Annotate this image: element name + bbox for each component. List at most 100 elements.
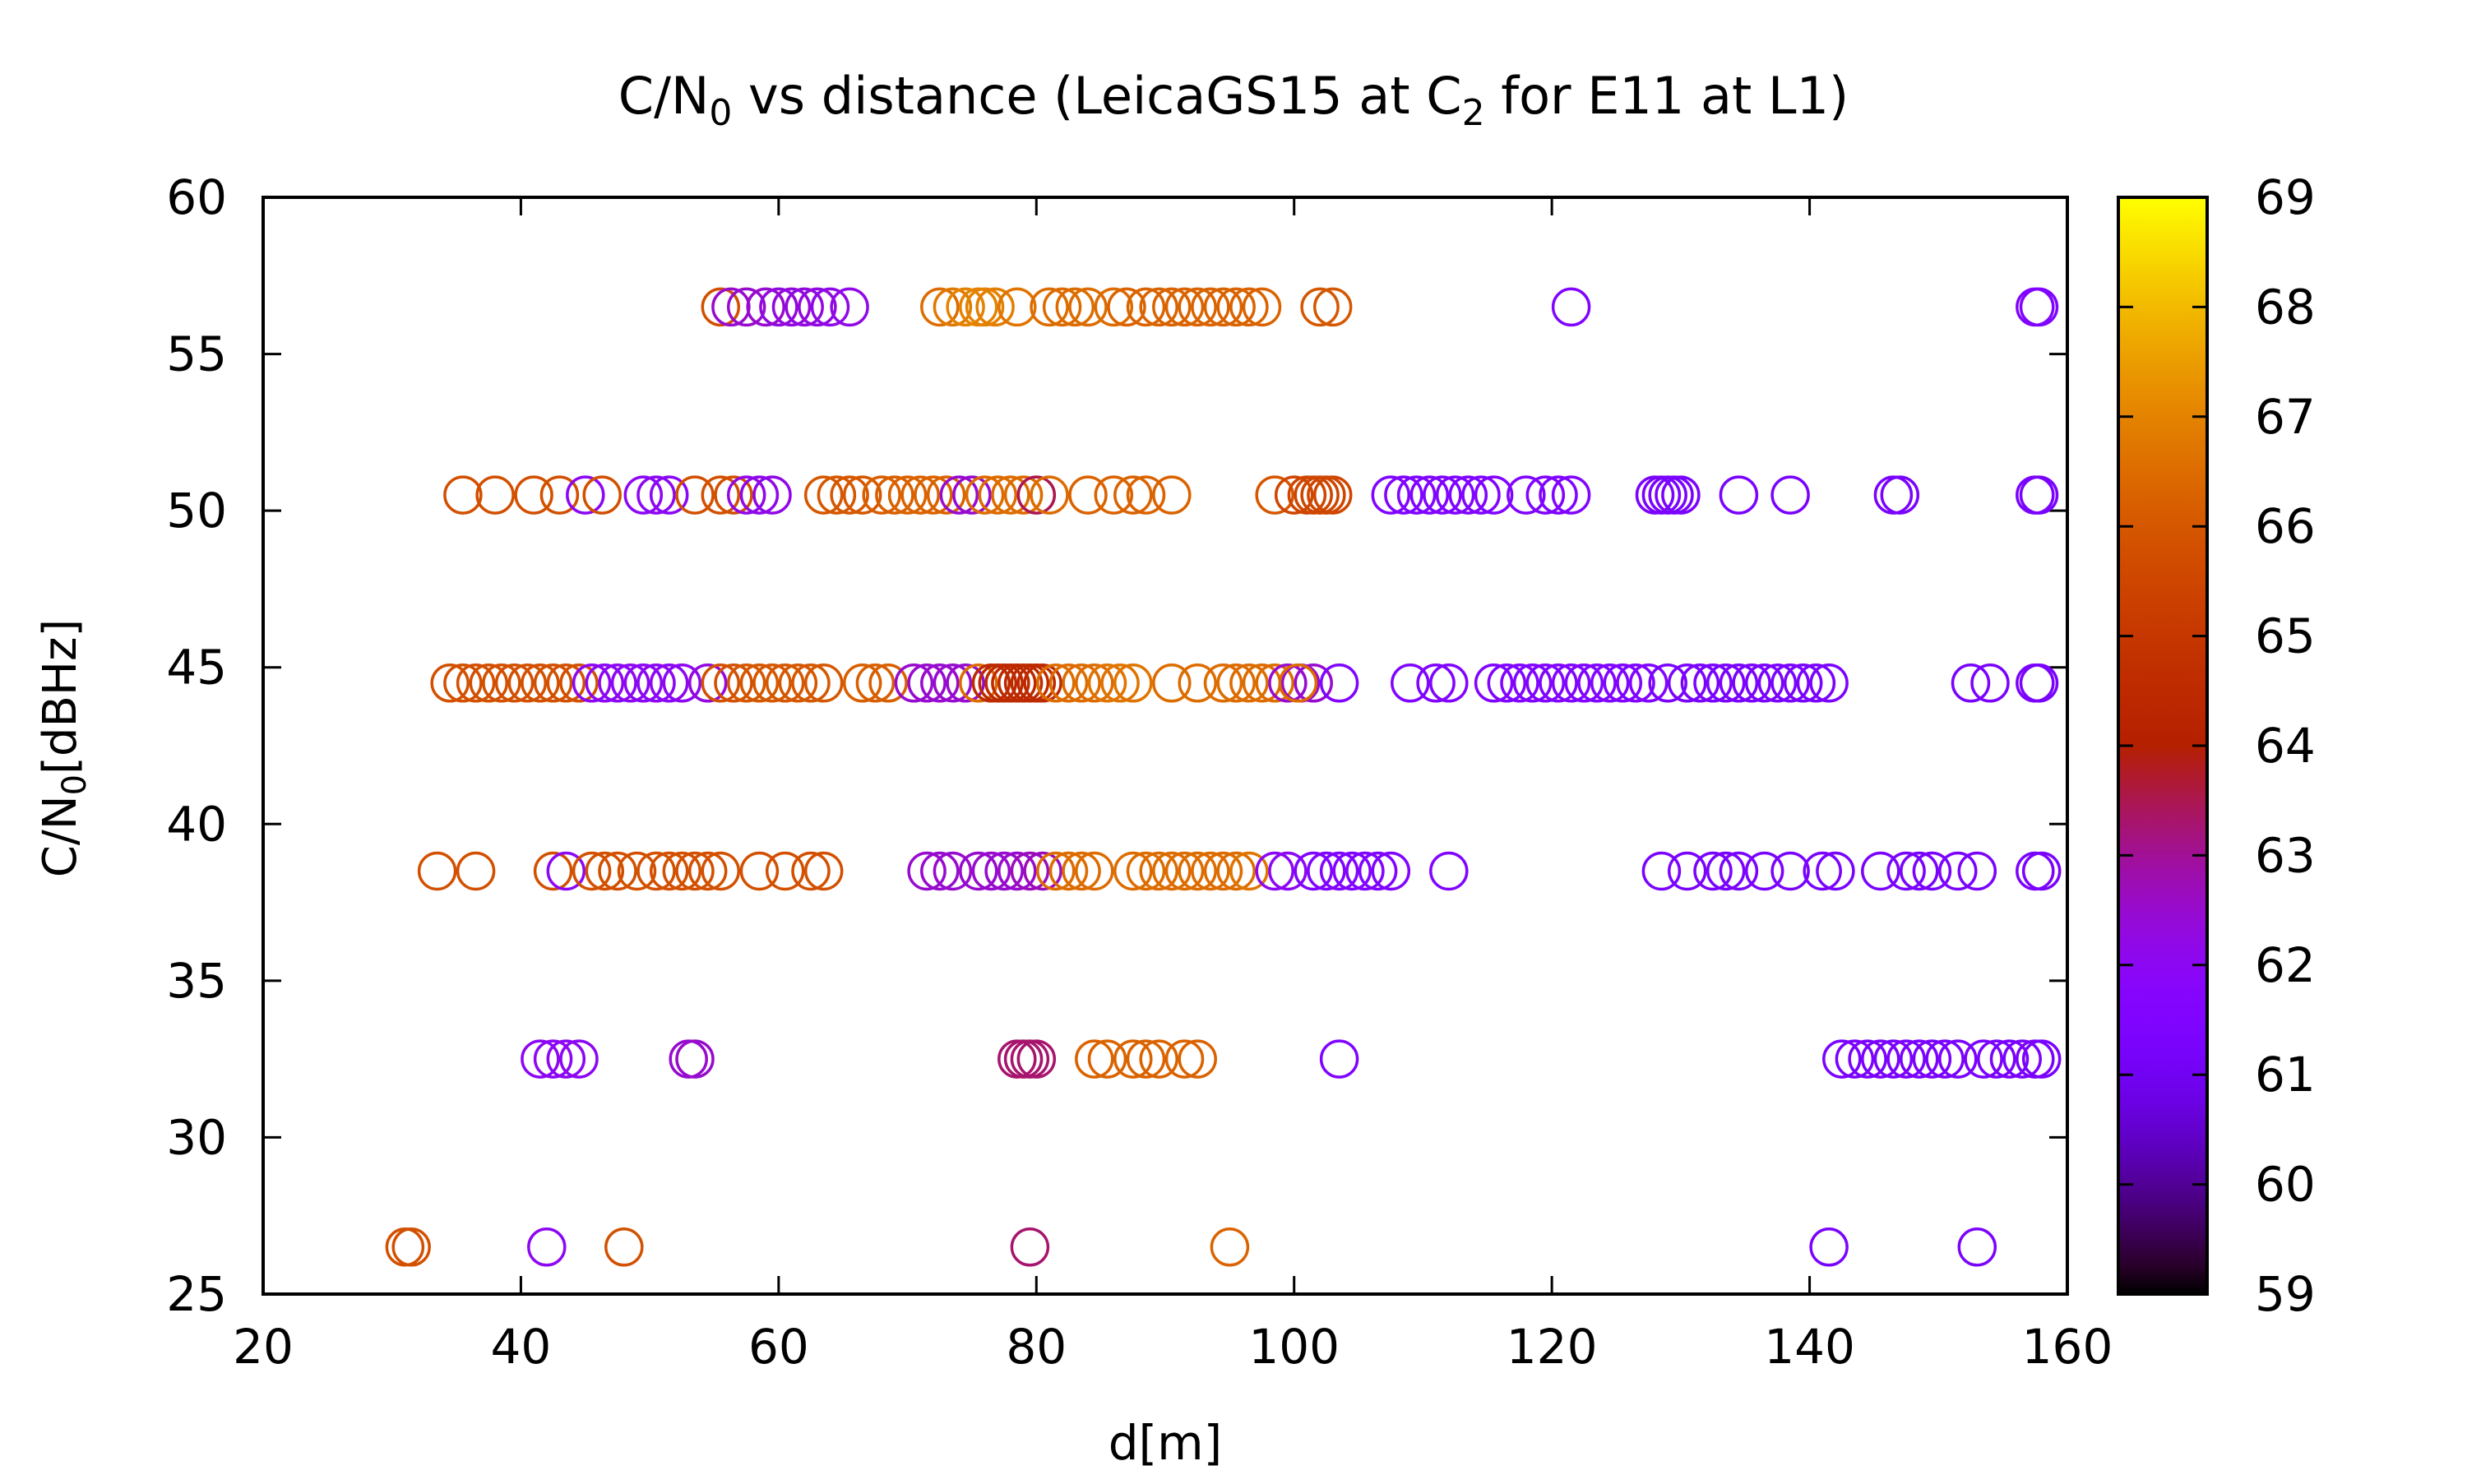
- data-point: [1719, 663, 1759, 703]
- data-point: [1312, 287, 1353, 327]
- data-point: [2021, 1039, 2062, 1079]
- data-point: [1693, 663, 1733, 703]
- data-point: [1912, 851, 1952, 891]
- x-axis-label: d[m]: [1109, 1415, 1223, 1471]
- data-point: [521, 663, 560, 703]
- data-point: [1512, 663, 1553, 703]
- x-tick-label: 140: [1764, 1319, 1855, 1375]
- data-point: [907, 663, 947, 703]
- data-point: [1300, 287, 1340, 327]
- data-point: [2019, 663, 2059, 703]
- data-point: [649, 663, 689, 703]
- data-point: [1126, 287, 1166, 327]
- data-point: [1396, 475, 1437, 515]
- data-point: [765, 663, 805, 703]
- data-point: [1667, 851, 1707, 891]
- data-point: [1042, 287, 1082, 327]
- data-point: [1278, 663, 1318, 703]
- data-point: [527, 1227, 567, 1267]
- data-point: [1016, 475, 1057, 515]
- data-point: [726, 663, 766, 703]
- data-point: [1294, 851, 1333, 891]
- data-point: [1010, 851, 1050, 891]
- data-point: [803, 475, 844, 515]
- data-point: [971, 851, 1011, 891]
- data-point: [649, 475, 689, 515]
- data-point: [1312, 475, 1353, 515]
- data-point: [1055, 287, 1095, 327]
- colorbar-tick-label: 65: [2255, 608, 2316, 664]
- data-point: [1957, 1227, 1997, 1267]
- data-point: [456, 851, 496, 891]
- data-point: [636, 851, 676, 891]
- data-point: [701, 663, 741, 703]
- data-point: [1706, 663, 1746, 703]
- data-point: [1474, 663, 1514, 703]
- data-point: [1216, 851, 1256, 891]
- data-point: [443, 663, 483, 703]
- data-point: [1693, 851, 1733, 891]
- data-point: [469, 663, 509, 703]
- data-point: [1023, 851, 1062, 891]
- data-point: [1861, 851, 1900, 891]
- data-point: [675, 475, 715, 515]
- data-point: [894, 663, 934, 703]
- x-tick-label: 120: [1507, 1319, 1598, 1375]
- data-point: [662, 663, 702, 703]
- data-point: [817, 475, 857, 515]
- data-point: [1203, 851, 1243, 891]
- data-point: [675, 851, 715, 891]
- data-point: [430, 663, 470, 703]
- colorbar-tick-label: 66: [2255, 498, 2316, 554]
- data-point: [959, 663, 998, 703]
- data-point: [726, 475, 766, 515]
- colorbar-tick-label: 62: [2255, 937, 2316, 993]
- data-point: [1107, 287, 1146, 327]
- data-point: [559, 1039, 599, 1079]
- data-point: [1307, 851, 1346, 891]
- data-point: [585, 851, 625, 891]
- data-point: [514, 475, 553, 515]
- data-point: [803, 663, 844, 703]
- data-point: [1964, 1039, 2003, 1079]
- data-point: [572, 663, 612, 703]
- data-point: [1900, 851, 1939, 891]
- y-tick-label: 45: [166, 640, 227, 696]
- data-point: [1003, 475, 1044, 515]
- data-point: [2021, 851, 2062, 891]
- data-point: [1075, 1039, 1114, 1079]
- y-tick-label: 40: [166, 796, 227, 852]
- data-point: [739, 851, 780, 891]
- data-point: [1319, 1039, 1359, 1079]
- data-point: [868, 663, 908, 703]
- data-point: [939, 475, 979, 515]
- data-point: [533, 851, 573, 891]
- data-point: [1938, 851, 1978, 891]
- data-point: [1139, 851, 1178, 891]
- data-point: [765, 851, 805, 891]
- data-point: [1416, 663, 1456, 703]
- data-point: [1970, 663, 2010, 703]
- data-point: [920, 287, 960, 327]
- data-point: [1087, 1039, 1127, 1079]
- data-point: [1016, 1039, 1057, 1079]
- data-point: [1126, 1039, 1166, 1079]
- data-point: [887, 475, 928, 515]
- data-point: [714, 663, 753, 703]
- data-point: [1539, 663, 1578, 703]
- data-point: [675, 1039, 715, 1079]
- data-point: [842, 475, 882, 515]
- data-point: [1500, 663, 1539, 703]
- data-point: [1525, 663, 1566, 703]
- data-point: [726, 287, 766, 327]
- data-point: [2016, 475, 2055, 515]
- data-point: [1977, 1039, 2016, 1079]
- data-point: [1152, 475, 1192, 515]
- data-point: [1062, 663, 1101, 703]
- data-point: [959, 851, 998, 891]
- data-point: [1539, 475, 1578, 515]
- data-point: [1957, 851, 1997, 891]
- data-point: [1770, 851, 1810, 891]
- data-point: [701, 851, 741, 891]
- data-point: [1164, 851, 1205, 891]
